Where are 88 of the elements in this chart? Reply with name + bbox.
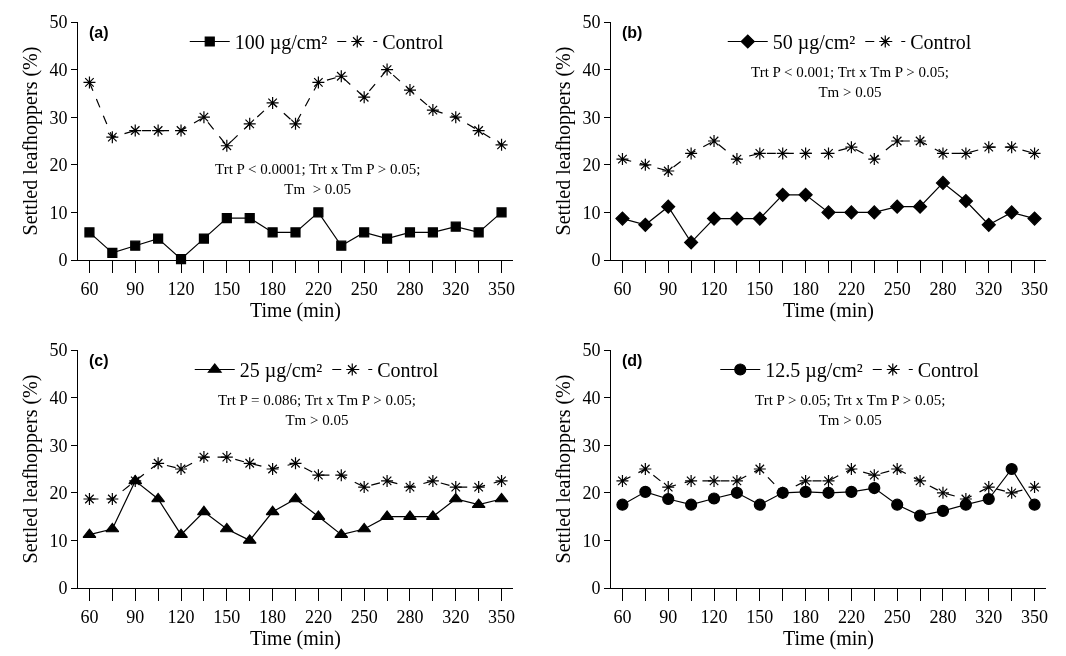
x-tick-label: 150 xyxy=(213,278,241,299)
x-tick-label: 320 xyxy=(975,278,1003,299)
x-tick-label: 250 xyxy=(883,278,911,299)
chart-title: (d) xyxy=(622,352,643,369)
x-tick-label: 90 xyxy=(659,278,678,299)
y-tick-label: 50 xyxy=(49,340,68,361)
legend-label: 12.5 µg/cm² xyxy=(765,359,863,383)
x-tick-label: 350 xyxy=(488,606,516,627)
y-axis-title: Settled leafhoppers (%) xyxy=(18,374,42,564)
y-tick-label: 40 xyxy=(582,387,601,408)
x-tick-label: 180 xyxy=(792,606,820,627)
annotation: Trt P = 0.086; Trt x Tm P > 0.05; Tm > 0.05 xyxy=(218,392,416,428)
x-tick-label: 250 xyxy=(883,606,911,627)
legend-label: Control xyxy=(917,359,980,382)
x-tick-label: 60 xyxy=(613,278,632,299)
legend-label: Control xyxy=(382,31,444,54)
x-tick-label: 180 xyxy=(792,278,820,299)
legend-label: 100 µg/cm² xyxy=(234,31,328,55)
y-tick-label: 0 xyxy=(591,578,601,599)
x-tick-label: 280 xyxy=(929,606,957,627)
x-tick-label: 120 xyxy=(700,606,728,627)
chart-title: (b) xyxy=(622,24,643,41)
y-tick-label: 10 xyxy=(49,530,68,551)
annotation: Trt P > 0.05; Trt x Tm P > 0.05; Tm > 0.05 xyxy=(755,392,946,428)
x-tick-label: 350 xyxy=(488,278,516,299)
y-tick-label: 30 xyxy=(582,435,601,456)
x-tick-label: 350 xyxy=(1021,278,1049,299)
x-tick-label: 320 xyxy=(442,278,470,299)
y-tick-label: 50 xyxy=(49,12,68,33)
x-tick-label: 180 xyxy=(259,606,287,627)
x-tick-label: 280 xyxy=(929,278,957,299)
y-tick-label: 40 xyxy=(582,59,601,80)
x-axis-title: Time (min) xyxy=(250,626,341,650)
annotation: Trt P < 0.001; Trt x Tm P > 0.05; Tm > 0.05 xyxy=(751,64,949,100)
x-axis-title: Time (min) xyxy=(250,298,341,322)
x-tick-label: 220 xyxy=(837,278,865,299)
x-tick-label: 150 xyxy=(746,606,774,627)
x-tick-label: 280 xyxy=(396,606,424,627)
y-tick-label: 20 xyxy=(582,483,601,504)
x-tick-label: 60 xyxy=(80,278,99,299)
x-tick-label: 320 xyxy=(975,606,1003,627)
y-tick-label: 30 xyxy=(49,107,68,128)
y-tick-label: 0 xyxy=(58,250,68,271)
x-tick-label: 120 xyxy=(700,278,728,299)
x-tick-label: 320 xyxy=(442,606,470,627)
x-tick-label: 280 xyxy=(396,278,424,299)
y-tick-label: 20 xyxy=(582,155,601,176)
y-tick-label: 10 xyxy=(49,202,68,223)
y-tick-label: 10 xyxy=(582,202,601,223)
legend-label: Control xyxy=(377,359,439,382)
y-tick-label: 40 xyxy=(49,59,68,80)
y-tick-label: 0 xyxy=(58,578,68,599)
y-tick-label: 30 xyxy=(49,435,68,456)
x-tick-label: 350 xyxy=(1021,606,1049,627)
y-tick-label: 10 xyxy=(582,530,601,551)
y-tick-label: 50 xyxy=(582,340,601,361)
y-tick-label: 30 xyxy=(582,107,601,128)
x-tick-label: 150 xyxy=(213,606,241,627)
x-axis-title: Time (min) xyxy=(783,626,874,650)
x-tick-label: 150 xyxy=(746,278,774,299)
y-tick-label: 0 xyxy=(591,250,601,271)
chart-title: (a) xyxy=(89,24,109,41)
x-tick-label: 120 xyxy=(167,278,195,299)
annotation: Trt P < 0.0001; Trt x Tm P > 0.05; Tm > 0.05 xyxy=(215,161,421,197)
y-tick-label: 20 xyxy=(49,483,68,504)
x-tick-label: 90 xyxy=(126,606,145,627)
x-tick-label: 250 xyxy=(350,606,378,627)
y-tick-label: 40 xyxy=(49,387,68,408)
x-tick-label: 90 xyxy=(659,606,678,627)
x-tick-label: 220 xyxy=(304,278,332,299)
x-tick-label: 120 xyxy=(167,606,195,627)
x-tick-label: 60 xyxy=(80,606,99,627)
x-tick-label: 90 xyxy=(126,278,145,299)
legend-label: Control xyxy=(910,31,972,54)
x-tick-label: 180 xyxy=(259,278,287,299)
y-tick-label: 20 xyxy=(49,155,68,176)
y-tick-label: 50 xyxy=(582,12,601,33)
legend-label: 50 µg/cm² xyxy=(772,31,856,55)
y-axis-title: Settled leafhoppers (%) xyxy=(18,46,42,236)
chart-title: (c) xyxy=(89,352,109,369)
y-axis-title: Settled leafhoppers (%) xyxy=(551,374,575,564)
x-axis-title: Time (min) xyxy=(783,298,874,322)
x-tick-label: 250 xyxy=(350,278,378,299)
x-tick-label: 60 xyxy=(613,606,632,627)
x-tick-label: 220 xyxy=(837,606,865,627)
x-tick-label: 220 xyxy=(304,606,332,627)
y-axis-title: Settled leafhoppers (%) xyxy=(551,46,575,236)
legend-label: 25 µg/cm² xyxy=(239,359,323,383)
